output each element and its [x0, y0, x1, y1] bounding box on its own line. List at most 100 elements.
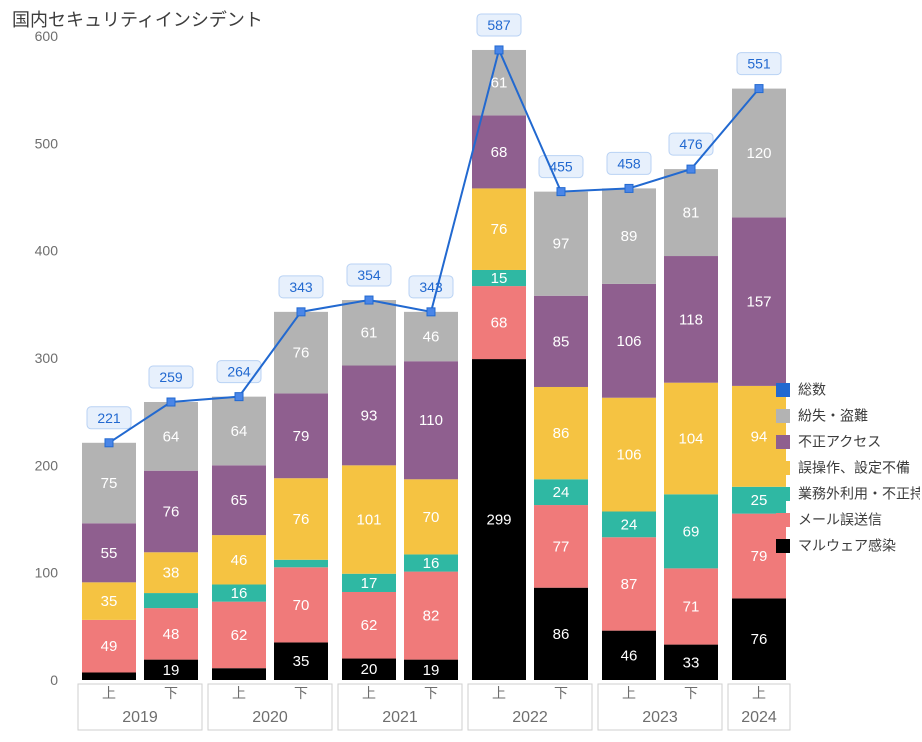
- line-marker: [297, 308, 305, 316]
- legend-swatch: [776, 513, 790, 527]
- segment-value: 71: [683, 598, 700, 615]
- segment-value: 79: [751, 548, 768, 565]
- line-marker: [427, 308, 435, 316]
- legend-swatch: [776, 487, 790, 501]
- y-tick-label: 0: [50, 672, 58, 688]
- legend-label: 誤操作、設定不備: [798, 460, 910, 476]
- period-label: 下: [684, 685, 698, 701]
- line-marker: [365, 296, 373, 304]
- period-label: 下: [294, 685, 308, 701]
- segment-value: 120: [746, 145, 771, 162]
- segment-value: 110: [419, 412, 443, 429]
- segment-value: 69: [683, 523, 700, 540]
- period-label: 上: [622, 685, 636, 701]
- segment-value: 97: [553, 236, 570, 253]
- year-label: 2024: [741, 709, 777, 726]
- legend-label: 総数: [798, 382, 826, 398]
- segment-value: 76: [293, 345, 310, 362]
- total-value: 259: [159, 369, 183, 385]
- segment-value: 101: [356, 512, 381, 529]
- total-value: 264: [227, 364, 251, 380]
- legend-swatch: [776, 539, 790, 553]
- line-marker: [687, 165, 695, 173]
- total-value: 587: [487, 17, 511, 33]
- segment-value: 49: [101, 638, 118, 655]
- total-value: 458: [617, 155, 641, 171]
- segment-value: 16: [423, 555, 440, 572]
- segment-value: 55: [101, 545, 118, 562]
- segment-value: 81: [683, 205, 700, 222]
- segment-value: 70: [423, 509, 440, 526]
- total-value: 343: [289, 279, 313, 295]
- period-label: 上: [102, 685, 116, 701]
- legend-swatch: [776, 461, 790, 475]
- segment-value: 106: [616, 447, 641, 464]
- segment-value: 299: [486, 512, 511, 529]
- legend-label: 業務外利用・不正持出: [798, 486, 920, 502]
- y-tick-label: 100: [35, 565, 59, 581]
- segment-value: 76: [751, 631, 768, 648]
- bar-segment-malware: [212, 668, 266, 680]
- segment-value: 68: [491, 144, 508, 161]
- period-label: 上: [752, 685, 766, 701]
- bar-segment-malware: [82, 672, 136, 680]
- line-marker: [105, 439, 113, 447]
- y-tick-label: 300: [35, 350, 59, 366]
- segment-value: 82: [423, 608, 440, 625]
- segment-value: 157: [746, 294, 771, 311]
- y-tick-label: 400: [35, 243, 59, 259]
- total-value: 551: [747, 56, 771, 72]
- segment-value: 17: [361, 575, 378, 592]
- bars-group: [82, 14, 786, 680]
- year-label: 2020: [252, 709, 288, 726]
- segment-value: 64: [231, 423, 248, 440]
- segment-value: 46: [423, 329, 440, 346]
- line-marker: [235, 393, 243, 401]
- segment-value: 86: [553, 425, 570, 442]
- segment-value: 61: [361, 325, 378, 342]
- x-axis: 上下2019上下2020上下2021上下2022上下2023上2024: [78, 684, 790, 730]
- total-value: 343: [419, 279, 443, 295]
- segment-value: 64: [163, 428, 180, 445]
- legend-swatch: [776, 383, 790, 397]
- line-marker: [167, 398, 175, 406]
- legend: 総数紛失・盗難不正アクセス誤操作、設定不備業務外利用・不正持出メール誤送信マルウ…: [776, 382, 920, 554]
- period-label: 下: [424, 685, 438, 701]
- total-value: 455: [549, 159, 573, 175]
- segment-value: 35: [293, 653, 310, 670]
- year-label: 2022: [512, 709, 548, 726]
- legend-label: 紛失・盗難: [798, 408, 868, 424]
- bar-segment-misuse: [274, 560, 328, 568]
- legend-label: 不正アクセス: [798, 434, 881, 450]
- total-value: 354: [357, 267, 381, 283]
- segment-value: 106: [616, 333, 641, 350]
- chart-title: 国内セキュリティインシデント: [12, 6, 263, 32]
- y-tick-label: 200: [35, 457, 59, 473]
- segment-value: 104: [678, 430, 703, 447]
- segment-value: 68: [491, 315, 508, 332]
- segment-value: 77: [553, 538, 570, 555]
- segment-value: 76: [163, 503, 180, 520]
- line-marker: [625, 184, 633, 192]
- segment-value: 33: [683, 654, 700, 671]
- year-label: 2019: [122, 709, 158, 726]
- y-tick-label: 500: [35, 135, 59, 151]
- segment-value: 16: [231, 585, 248, 602]
- segment-value: 76: [293, 511, 310, 528]
- total-value: 476: [679, 136, 703, 152]
- segment-value: 61: [491, 75, 508, 92]
- segment-value: 65: [231, 492, 248, 509]
- chart-canvas: 0100200300400500600493555752211948387664…: [0, 0, 920, 740]
- segment-value: 15: [491, 270, 508, 287]
- legend-label: メール誤送信: [798, 512, 882, 528]
- segment-value: 38: [163, 565, 180, 582]
- line-marker: [495, 46, 503, 54]
- line-marker: [557, 188, 565, 196]
- segment-value: 86: [553, 626, 570, 643]
- period-label: 下: [554, 685, 568, 701]
- segment-value: 62: [231, 627, 248, 644]
- legend-label: マルウェア感染: [798, 538, 896, 554]
- period-label: 上: [492, 685, 506, 701]
- year-label: 2023: [642, 709, 678, 726]
- year-label: 2021: [382, 709, 418, 726]
